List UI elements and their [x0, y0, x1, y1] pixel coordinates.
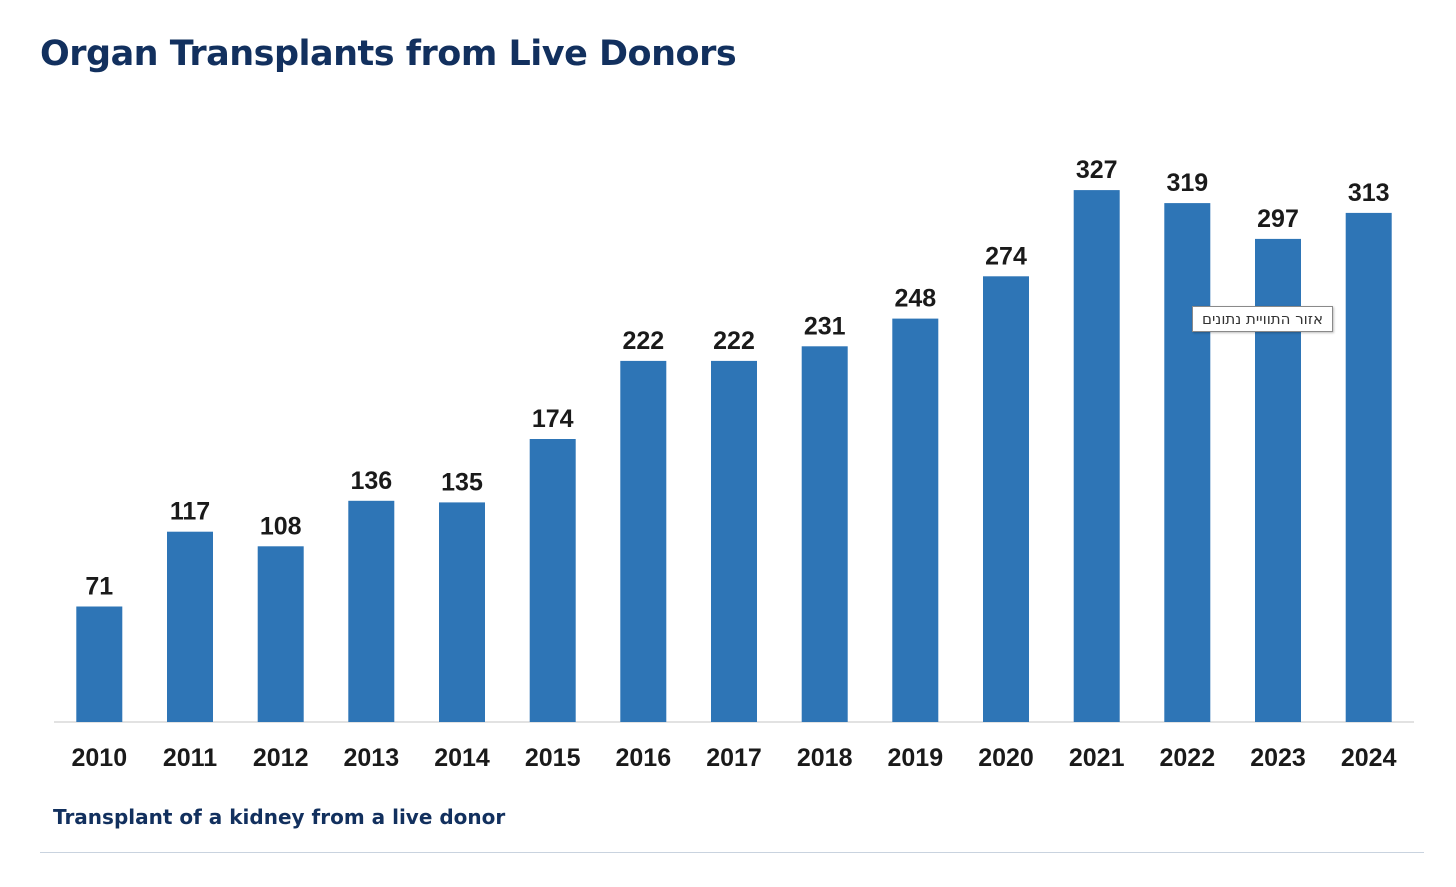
bar-2013 — [348, 500, 395, 722]
data-label-2012: 108 — [260, 512, 302, 540]
data-label-2021: 327 — [1076, 156, 1118, 184]
data-label-2020: 274 — [985, 242, 1027, 270]
bar-2016 — [620, 360, 667, 722]
bar-chart: 71 2010 117 2011 108 2012 136 2013 135 2014 174 201… — [54, 156, 1414, 772]
x-tick-label-2015: 2015 — [525, 744, 581, 772]
data-label-2018: 231 — [804, 312, 846, 340]
data-label-2015: 174 — [532, 405, 574, 433]
chart-area-tooltip: אזור התוויית נתונים — [1192, 306, 1333, 332]
x-tick-label-2016: 2016 — [615, 744, 671, 772]
bar-2019 — [892, 318, 939, 722]
x-tick-label-2022: 2022 — [1159, 744, 1215, 772]
data-label-2022: 319 — [1166, 169, 1208, 197]
x-tick-label-2024: 2024 — [1341, 744, 1397, 772]
data-label-2023: 297 — [1257, 205, 1299, 233]
x-tick-label-2013: 2013 — [343, 744, 399, 772]
bar-2017 — [711, 360, 757, 722]
chart-caption: Transplant of a kidney from a live donor — [53, 805, 506, 829]
page-title: Organ Transplants from Live Donors — [40, 34, 737, 74]
bar-2010 — [76, 606, 123, 722]
bar-2024 — [1345, 212, 1392, 722]
chart-canvas: 71 2010 117 2011 108 2012 136 2013 135 2014 174 201… — [54, 156, 1414, 772]
data-label-2013: 136 — [350, 467, 392, 495]
bar-2014 — [439, 502, 485, 722]
data-label-2019: 248 — [894, 285, 936, 313]
x-tick-label-2014: 2014 — [434, 744, 490, 772]
bar-2022 — [1164, 203, 1211, 723]
x-tick-label-2010: 2010 — [71, 744, 127, 772]
x-tick-label-2011: 2011 — [163, 744, 217, 772]
x-tick-label-2021: 2021 — [1069, 744, 1125, 772]
bar-2011 — [167, 531, 213, 722]
bar-2012 — [257, 546, 304, 722]
data-label-2014: 135 — [441, 468, 483, 496]
data-label-2016: 222 — [622, 327, 664, 355]
data-label-2017: 222 — [713, 327, 755, 355]
x-tick-label-2018: 2018 — [797, 744, 853, 772]
x-tick-label-2012: 2012 — [253, 744, 309, 772]
bar-2020 — [983, 276, 1029, 722]
x-tick-label-2017: 2017 — [706, 744, 762, 772]
x-tick-label-2020: 2020 — [978, 744, 1034, 772]
bar-2018 — [801, 346, 848, 722]
divider — [40, 852, 1424, 853]
data-label-2024: 313 — [1348, 179, 1390, 207]
bar-2021 — [1073, 190, 1120, 723]
data-label-2011: 117 — [170, 498, 210, 526]
x-tick-label-2019: 2019 — [887, 744, 943, 772]
data-label-2010: 71 — [85, 573, 113, 601]
bar-2015 — [529, 439, 576, 722]
x-tick-label-2023: 2023 — [1250, 744, 1306, 772]
